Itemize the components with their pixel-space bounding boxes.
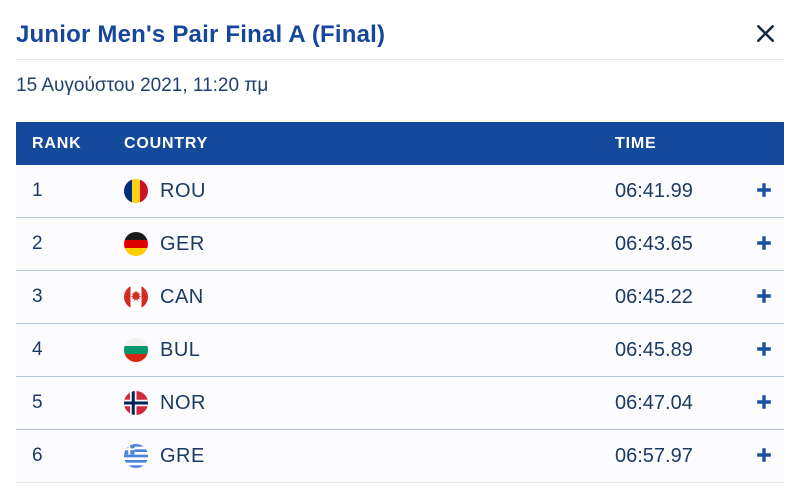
header-time: TIME xyxy=(615,134,657,152)
flag-rou-icon xyxy=(124,179,148,203)
table-header-row: RANK COUNTRY TIME xyxy=(16,122,784,165)
time-value: 06:45.22 xyxy=(615,285,693,308)
flag-nor-icon xyxy=(124,391,148,415)
country-code: CAN xyxy=(160,285,204,308)
rank-value: 6 xyxy=(32,445,43,466)
country-code: ROU xyxy=(160,179,206,202)
flag-gre-icon xyxy=(124,444,148,468)
plus-icon xyxy=(756,447,772,466)
time-value: 06:41.99 xyxy=(615,179,693,202)
modal-title-bar: Junior Men's Pair Final A (Final) xyxy=(16,0,784,50)
plus-icon xyxy=(756,341,772,360)
rank-value: 2 xyxy=(32,233,43,254)
rank-value: 3 xyxy=(32,286,43,307)
expand-row-button[interactable] xyxy=(756,235,772,254)
time-value: 06:43.65 xyxy=(615,232,693,255)
event-date: 15 Αυγούστου 2021, 11:20 πμ xyxy=(16,75,269,96)
header-rank: RANK xyxy=(32,134,82,152)
expand-row-button[interactable] xyxy=(756,447,772,466)
rank-value: 5 xyxy=(32,392,43,413)
title-divider xyxy=(16,59,784,60)
table-row: 6 xyxy=(16,430,784,483)
close-button[interactable] xyxy=(752,22,778,48)
flag-ger-icon xyxy=(124,232,148,256)
table-row: 2 GER 06:43.65 xyxy=(16,218,784,271)
expand-row-button[interactable] xyxy=(756,288,772,307)
time-value: 06:45.89 xyxy=(615,338,693,361)
flag-bul-icon xyxy=(124,338,148,362)
expand-row-button[interactable] xyxy=(756,341,772,360)
country-code: GRE xyxy=(160,444,205,467)
table-row: 4 BUL 06:45.89 xyxy=(16,324,784,377)
page-title: Junior Men's Pair Final A (Final) xyxy=(16,21,386,48)
country-code: BUL xyxy=(160,338,201,361)
table-row: 3 CAN 06:45.22 xyxy=(16,271,784,324)
plus-icon xyxy=(756,394,772,413)
flag-can-icon xyxy=(124,285,148,309)
plus-icon xyxy=(756,182,772,201)
plus-icon xyxy=(756,235,772,254)
results-table: RANK COUNTRY TIME 1 xyxy=(16,122,784,483)
country-code: NOR xyxy=(160,391,206,414)
table-row: 5 NOR 06:47.04 xyxy=(16,377,784,430)
time-value: 06:47.04 xyxy=(615,391,693,414)
table-row: 1 ROU 06:41.99 xyxy=(16,165,784,218)
expand-row-button[interactable] xyxy=(756,182,772,201)
rank-value: 1 xyxy=(32,180,43,201)
expand-row-button[interactable] xyxy=(756,394,772,413)
close-icon xyxy=(754,22,777,48)
country-code: GER xyxy=(160,232,205,255)
plus-icon xyxy=(756,288,772,307)
time-value: 06:57.97 xyxy=(615,444,693,467)
header-country: COUNTRY xyxy=(124,134,209,152)
rank-value: 4 xyxy=(32,339,43,360)
